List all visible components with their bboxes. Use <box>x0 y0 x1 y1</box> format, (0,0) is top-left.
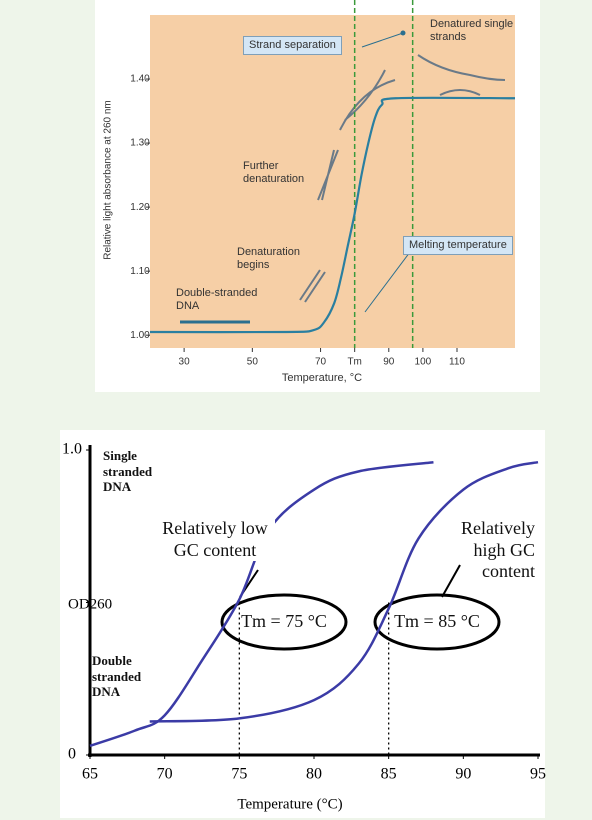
x-tick-label: 50 <box>247 357 259 368</box>
x-tick-label: 85 <box>381 766 397 783</box>
y-tick-label: 1.30 <box>130 138 150 149</box>
x-tick-label: 30 <box>179 357 191 368</box>
annotation: Double stranded DNA <box>92 653 162 700</box>
x-tick-label: 110 <box>449 357 465 368</box>
y-axis-title: OD260 <box>68 596 112 612</box>
y-axis-title: Relative light absorbance at 260 nm <box>103 100 114 260</box>
annotation: Single stranded DNA <box>103 448 173 495</box>
y-tick-label: 1.0 <box>62 441 82 458</box>
annotation: Melting temperature <box>403 236 513 255</box>
x-tick-label: Tm <box>347 357 361 368</box>
x-tick-label: 90 <box>383 357 395 368</box>
x-tick-label: 75 <box>231 766 247 783</box>
y-tick-label: 0 <box>68 746 76 763</box>
x-tick-label: 90 <box>455 766 471 783</box>
y-tick-label: 1.10 <box>130 266 150 277</box>
annotation: Strand separation <box>243 36 342 55</box>
annotation: Tm = 75 °C <box>222 611 346 633</box>
charts: Relative light absorbance at 260 nm Temp… <box>0 0 592 820</box>
annotation: Relatively high GC content <box>430 518 535 583</box>
y-tick-label: 1.40 <box>130 74 150 85</box>
annotation: Further denaturation <box>243 160 313 186</box>
annotation: Denatured single strands <box>430 18 520 44</box>
y-tick-label: 1.00 <box>130 330 150 341</box>
x-tick-label: 80 <box>306 766 322 783</box>
page: Relative light absorbance at 260 nm Temp… <box>0 0 592 820</box>
y-tick-label: 1.20 <box>130 202 150 213</box>
pointer-dot <box>401 31 406 36</box>
annotation: Tm = 85 °C <box>375 611 499 633</box>
x-tick-label: 95 <box>530 766 546 783</box>
x-axis-title: Temperature, °C <box>282 372 362 384</box>
x-tick-label: 70 <box>315 357 327 368</box>
annotation: Denaturation begins <box>237 246 317 272</box>
x-tick-label: 70 <box>157 766 173 783</box>
x-tick-label: 65 <box>82 766 98 783</box>
x-axis-title: Temperature (°C) <box>237 796 342 812</box>
annotation: Double-stranded DNA <box>176 287 261 313</box>
annotation: Relatively low GC content <box>155 518 275 561</box>
x-tick-label: 100 <box>415 357 432 368</box>
